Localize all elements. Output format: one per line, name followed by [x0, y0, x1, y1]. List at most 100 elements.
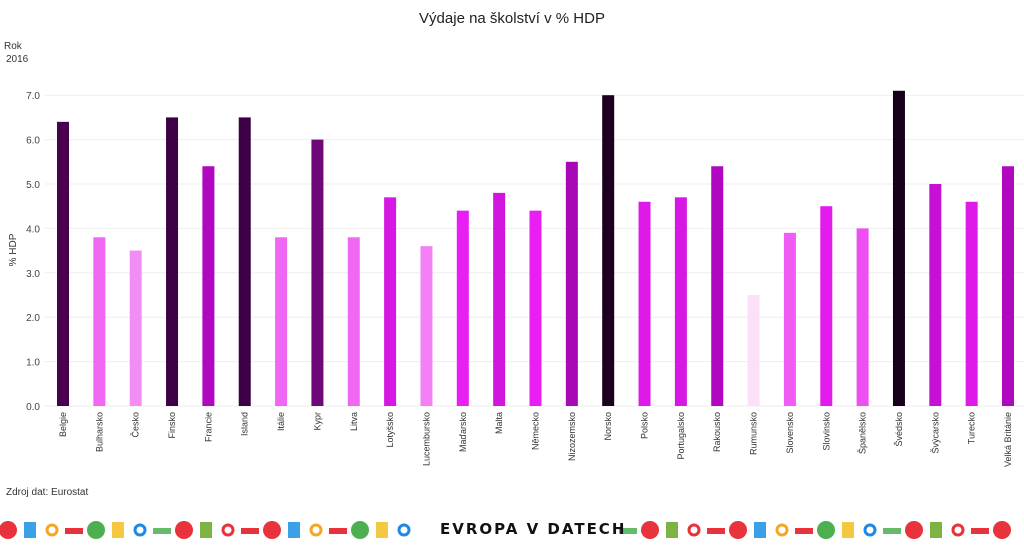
decorative-icon [0, 521, 17, 539]
decorative-icon [905, 521, 923, 539]
bar-Rakousko[interactable] [711, 166, 724, 406]
x-tick-label: Velká Británie [1003, 412, 1013, 467]
y-tick-label: 4.0 [26, 224, 40, 235]
x-tick-label: Rumunsko [749, 412, 759, 455]
bar-Německo[interactable] [529, 210, 542, 406]
bar-Slovinsko[interactable] [820, 206, 833, 406]
decorative-icon [153, 528, 171, 534]
x-tick-label: Belgie [58, 412, 68, 437]
decorative-icon [641, 521, 659, 539]
bar-Finsko[interactable] [166, 117, 179, 407]
decorative-icon [263, 521, 281, 539]
x-tick-label: Česko [131, 412, 141, 438]
x-tick-label: Bulharsko [94, 412, 104, 452]
decorative-icon [87, 521, 105, 539]
y-axis-label: % HDP [8, 233, 19, 266]
y-tick-label: 0.0 [26, 402, 40, 413]
y-tick-label: 6.0 [26, 136, 40, 147]
bar-Španělsko[interactable] [856, 228, 869, 406]
x-tick-label: Portugalsko [676, 412, 686, 460]
decorative-icon [133, 523, 147, 537]
bar-Turecko[interactable] [965, 201, 978, 406]
decorative-icon [619, 528, 637, 534]
decorative-icon [376, 522, 388, 538]
bar-Nizozemsko[interactable] [565, 161, 578, 406]
x-tick-label: Lucembursko [421, 412, 431, 466]
y-tick-label: 1.0 [26, 358, 40, 369]
decorative-icon [351, 521, 369, 539]
x-tick-label: Francie [203, 412, 213, 442]
decorative-icon [309, 523, 323, 537]
decorative-icon [329, 528, 347, 534]
bar-Maďarsko[interactable] [456, 210, 469, 406]
bar-Lotyšsko[interactable] [384, 197, 397, 406]
bar-Kypr[interactable] [311, 139, 324, 406]
x-tick-label: Malta [494, 412, 504, 434]
data-source: Zdroj dat: Eurostat [6, 487, 89, 498]
bar-Malta[interactable] [493, 192, 506, 406]
decorative-icon [971, 528, 989, 534]
decorative-icon [795, 528, 813, 534]
bar-Polsko[interactable] [638, 201, 651, 406]
bar-Lucembursko[interactable] [420, 246, 433, 406]
decorative-icon [842, 522, 854, 538]
decorative-icon [45, 523, 59, 537]
chart-title: Výdaje na školství v % HDP [419, 10, 605, 27]
decorative-icon [687, 523, 701, 537]
decorative-icon [24, 522, 36, 538]
decorative-icon [112, 522, 124, 538]
y-tick-label: 3.0 [26, 269, 40, 280]
bar-Velká Británie[interactable] [1002, 166, 1014, 406]
bar-Česko[interactable] [129, 250, 142, 406]
bar-Litva[interactable] [347, 237, 360, 406]
decorative-icon [200, 522, 212, 538]
bar-Francie[interactable] [202, 166, 215, 406]
bar-chart: 0.0 1.0 2.0 3.0 4.0 5.0 6.0 7.0 % HDP Belgie Bulha… [8, 90, 1024, 467]
decorative-icon [175, 521, 193, 539]
decorative-icon [241, 528, 259, 534]
decorative-icon [707, 528, 725, 534]
logo: EVROPA V DATECH [440, 520, 627, 538]
decorative-icon [288, 522, 300, 538]
bar-Švédsko[interactable] [892, 90, 905, 406]
decorative-icon [951, 523, 965, 537]
x-tick-label: Španělsko [858, 412, 868, 454]
bar-Rumunsko[interactable] [747, 295, 760, 406]
x-tick-label: Rakousko [712, 412, 722, 452]
x-tick-label: Finsko [167, 412, 177, 439]
x-tick-label: Nizozemsko [567, 412, 577, 461]
x-tick-label: Island [240, 412, 250, 436]
decorative-icon [883, 528, 901, 534]
year-filter[interactable]: Rok 2016 [4, 40, 28, 66]
decorative-icon [863, 523, 877, 537]
decorative-icon [65, 528, 83, 534]
x-tick-label: Itálie [276, 412, 286, 431]
year-filter-label: Rok [4, 41, 22, 52]
decorative-icon [754, 522, 766, 538]
y-tick-label: 5.0 [26, 180, 40, 191]
x-tick-label: Švýcarsko [930, 412, 940, 454]
decorative-icon [666, 522, 678, 538]
year-filter-value: 2016 [6, 54, 29, 65]
bar-Belgie[interactable] [57, 121, 69, 406]
bar-Švýcarsko[interactable] [929, 184, 942, 406]
x-tick-label: Německo [531, 412, 541, 450]
y-tick-label: 7.0 [26, 91, 40, 102]
decorative-icon [221, 523, 235, 537]
x-tick-label: Litva [349, 412, 359, 431]
x-tick-label: Norsko [603, 412, 613, 441]
x-tick-label: Lotyšsko [385, 412, 395, 448]
x-tick-label: Švédsko [894, 412, 904, 447]
x-tick-label: Maďarsko [458, 412, 468, 452]
x-tick-label: Slovinsko [821, 412, 831, 451]
bar-Island[interactable] [238, 117, 251, 407]
bar-Itálie[interactable] [275, 237, 288, 406]
decorative-icon-strip [0, 521, 1011, 539]
bar-Portugalsko[interactable] [674, 197, 687, 406]
x-tick-label: Polsko [640, 412, 650, 439]
bar-Slovensko[interactable] [783, 232, 796, 406]
bar-Norsko[interactable] [602, 95, 615, 406]
decorative-icon [993, 521, 1011, 539]
bar-Bulharsko[interactable] [93, 237, 106, 406]
x-tick-label: Kypr [312, 412, 322, 431]
